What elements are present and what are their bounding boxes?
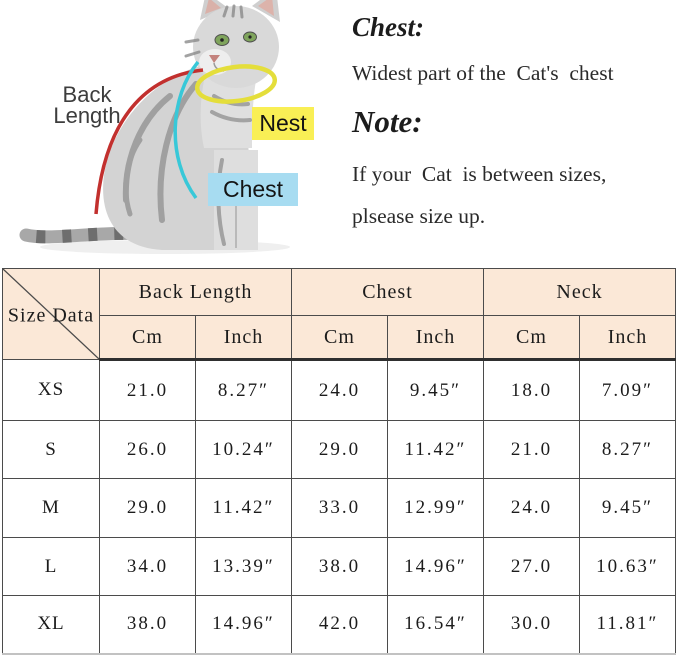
cell: 8.27″ xyxy=(195,359,292,421)
unit-header-row: Cm Inch Cm Inch Cm Inch xyxy=(3,315,677,361)
header-back-length: Back Length xyxy=(99,268,292,316)
cat-ear-left-inner xyxy=(205,0,221,14)
cell: 38.0 xyxy=(291,537,388,596)
note-line-2: plsease size up. xyxy=(352,204,486,228)
size-cell: L xyxy=(2,537,100,596)
unit-header: Cm xyxy=(291,315,388,361)
unit-header: Cm xyxy=(99,315,196,361)
cell: 7.09″ xyxy=(578,359,677,421)
chest-description: Widest part of the Cat's chest xyxy=(352,61,614,85)
cell: 14.96″ xyxy=(387,537,484,596)
cell: 34.0 xyxy=(99,537,196,596)
cat-photo-illustration xyxy=(19,0,290,254)
chest-measure-line xyxy=(173,60,200,200)
unit-header: Inch xyxy=(578,315,677,361)
cell: 33.0 xyxy=(291,478,388,538)
measuring-notes: Chest: Widest part of the Cat's chest No… xyxy=(352,12,676,229)
size-cell: M xyxy=(2,478,100,538)
cat-body-stripes xyxy=(122,81,252,246)
cell: 21.0 xyxy=(483,420,580,479)
note-heading: Note: xyxy=(352,104,423,139)
cat-ear-right-inner xyxy=(258,0,274,16)
neck-measure-ring xyxy=(194,64,278,104)
cell: 29.0 xyxy=(99,478,196,538)
cat-nose xyxy=(209,55,220,63)
cell: 38.0 xyxy=(99,595,196,655)
group-header-row: Size Data Back Length Chest Neck xyxy=(2,268,677,360)
cell: 27.0 xyxy=(483,537,580,596)
size-cell: XL xyxy=(2,595,100,655)
cell: 10.24″ xyxy=(195,420,292,479)
cell: 9.45″ xyxy=(578,478,677,538)
cat-pupil-right xyxy=(248,35,252,39)
cell: 26.0 xyxy=(99,420,196,479)
corner-label: Size Data xyxy=(7,304,95,327)
size-row-s: S 26.0 10.24″ 29.0 11.42″ 21.0 8.27″ xyxy=(2,420,677,479)
size-row-l: L 34.0 13.39″ 38.0 14.96″ 27.0 10.63″ xyxy=(2,537,677,596)
cell: 9.45″ xyxy=(387,359,484,421)
cell: 42.0 xyxy=(291,595,388,655)
cell: 10.63″ xyxy=(578,537,677,596)
cat-measurement-diagram: Back Length Nest Chest xyxy=(0,0,345,265)
note-line-1: If your Cat is between sizes, xyxy=(352,162,607,186)
cell: 29.0 xyxy=(291,420,388,479)
size-cell: S xyxy=(2,420,100,479)
cell: 24.0 xyxy=(483,478,580,538)
diagonal-divider xyxy=(3,269,99,359)
chest-label: Chest xyxy=(208,173,298,206)
cell: 18.0 xyxy=(483,359,580,421)
cell: 16.54″ xyxy=(387,595,484,655)
unit-header: Cm xyxy=(483,315,580,361)
cell: 11.81″ xyxy=(578,595,677,655)
nest-label: Nest xyxy=(252,107,314,140)
size-row-xl: XL 38.0 14.96″ 42.0 16.54″ 30.0 11.81″ xyxy=(2,595,677,655)
size-table: Size Data Back Length Chest Neck Cm Inch… xyxy=(2,268,677,655)
cell: 11.42″ xyxy=(195,478,292,538)
cell: 13.39″ xyxy=(195,537,292,596)
header-neck: Neck xyxy=(482,268,677,316)
cell: 12.99″ xyxy=(387,478,484,538)
header-chest: Chest xyxy=(291,268,484,316)
cell: 24.0 xyxy=(291,359,388,421)
cell: 8.27″ xyxy=(578,420,677,479)
unit-header: Inch xyxy=(195,315,292,361)
size-cell: XS xyxy=(2,359,100,421)
size-row-xs: XS 21.0 8.27″ 24.0 9.45″ 18.0 7.09″ xyxy=(2,359,677,421)
chest-heading: Chest: xyxy=(352,12,425,42)
cat-tail-stripes xyxy=(24,226,177,245)
cell: 21.0 xyxy=(99,359,196,421)
size-data-corner-cell: Size Data xyxy=(2,268,100,360)
cell: 14.96″ xyxy=(195,595,292,655)
size-row-m: M 29.0 11.42″ 33.0 12.99″ 24.0 9.45″ xyxy=(2,478,677,538)
cat-pupil-left xyxy=(220,38,224,42)
back-length-measure-line xyxy=(94,68,204,215)
back-length-label: Back Length xyxy=(53,82,121,128)
unit-header: Inch xyxy=(387,315,484,361)
cell: 11.42″ xyxy=(387,420,484,479)
cat-head-stripes xyxy=(184,4,244,58)
cell: 30.0 xyxy=(483,595,580,655)
